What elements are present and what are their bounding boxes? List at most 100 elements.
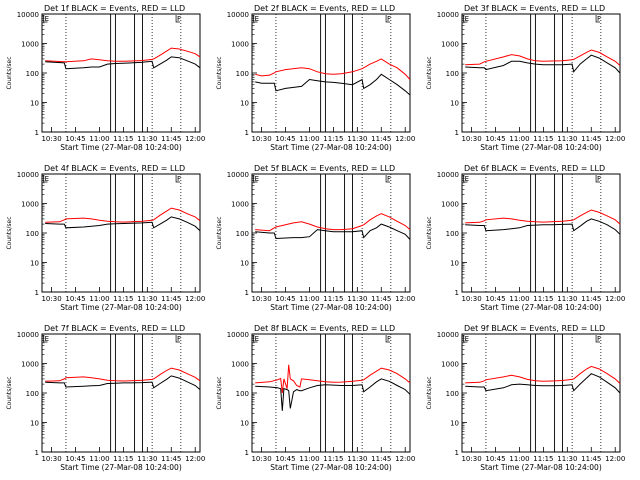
flag-bracket — [595, 335, 601, 343]
x-tick-label: 11:30 — [347, 135, 367, 143]
y-tick-label: 10000 — [437, 11, 459, 19]
events-line — [465, 373, 621, 394]
panel-det-4: Det 4f BLACK = Events, RED = LLD 1 10 100 10… — [6, 164, 205, 312]
x-tick-label: 11:00 — [89, 135, 109, 143]
flag-label: F — [177, 175, 181, 183]
x-tick-label: 11:45 — [371, 295, 391, 303]
y-tick-label: 1 — [455, 289, 459, 297]
x-tick-label: 11:45 — [371, 455, 391, 463]
panel-det-5: Det 5f BLACK = Events, RED = LLD 1 10 100 10… — [216, 164, 415, 312]
x-tick-label: 11:15 — [323, 295, 343, 303]
flag-label: F — [387, 335, 391, 343]
y-tick-label: 100 — [236, 230, 249, 238]
x-axis-label: Start Time (27-Mar-08 10:24:00) — [480, 303, 602, 312]
y-tick-label: 10000 — [17, 11, 39, 19]
y-tick-label: 1 — [35, 449, 39, 457]
x-axis-label: Start Time (27-Mar-08 10:24:00) — [60, 303, 182, 312]
panel-det-1: Det 1f BLACK = Events, RED = LLD 1 10 100 10… — [6, 4, 205, 152]
x-tick-label: 11:00 — [299, 455, 319, 463]
y-tick-label: 10000 — [17, 331, 39, 339]
events-line — [45, 375, 201, 390]
x-tick-label: 10:30 — [251, 455, 271, 463]
events-line — [255, 73, 411, 96]
events-line — [465, 218, 621, 235]
flag-bracket — [385, 15, 391, 23]
y-tick-label: 10000 — [227, 11, 249, 19]
events-line — [45, 56, 201, 70]
x-tick-label: 11:30 — [137, 295, 157, 303]
y-tick-label: 1 — [35, 289, 39, 297]
x-tick-label: 11:15 — [533, 135, 553, 143]
y-tick-label: 1 — [455, 129, 459, 137]
flag-bracket — [253, 335, 258, 343]
plot-frame — [251, 13, 411, 133]
y-axis-label: Counts/sec — [216, 376, 223, 409]
y-tick-label: 10 — [450, 260, 459, 268]
y-tick-label: 1000 — [231, 361, 249, 369]
x-tick-label: 10:45 — [275, 455, 295, 463]
x-axis-label: Start Time (27-Mar-08 10:24:00) — [270, 303, 392, 312]
y-tick-label: 100 — [26, 390, 39, 398]
y-axis-label: Counts/sec — [216, 216, 223, 249]
events-line — [255, 223, 411, 240]
panel-title: Det 9f BLACK = Events, RED = LLD — [464, 324, 605, 333]
x-tick-label: 11:30 — [347, 455, 367, 463]
x-tick-label: 11:00 — [299, 135, 319, 143]
interval-box — [344, 333, 353, 453]
panel-title: Det 4f BLACK = Events, RED = LLD — [44, 164, 185, 173]
x-axis-label: Start Time (27-Mar-08 10:24:00) — [480, 463, 602, 472]
x-tick-label: 10:45 — [65, 455, 85, 463]
y-tick-label: 10 — [30, 420, 39, 428]
x-tick-label: 10:45 — [485, 295, 505, 303]
x-tick-label: 11:30 — [137, 455, 157, 463]
panel-det-7: Det 7f BLACK = Events, RED = LLD 1 10 100 10… — [6, 324, 205, 472]
y-tick-label: 100 — [236, 390, 249, 398]
interval-box — [110, 333, 116, 453]
lld-line — [45, 47, 201, 63]
y-tick-label: 10 — [240, 100, 249, 108]
flag-label: E — [465, 175, 469, 183]
flag-bracket — [463, 175, 468, 183]
y-tick-label: 1 — [35, 129, 39, 137]
panel-title: Det 6f BLACK = Events, RED = LLD — [464, 164, 605, 173]
flag-bracket — [385, 335, 391, 343]
flag-label: F — [387, 15, 391, 23]
x-tick-label: 11:45 — [161, 135, 181, 143]
interval-box — [554, 333, 563, 453]
events-line — [255, 378, 411, 411]
x-tick-label: 11:00 — [509, 455, 529, 463]
plot-frame — [41, 333, 201, 453]
x-tick-label: 10:30 — [41, 295, 61, 303]
y-tick-label: 1000 — [441, 361, 459, 369]
x-tick-label: 11:45 — [581, 455, 601, 463]
y-tick-label: 10 — [30, 100, 39, 108]
panel-det-2: Det 2f BLACK = Events, RED = LLD 1 10 100 10… — [216, 4, 415, 152]
lld-line — [45, 367, 201, 382]
x-tick-label: 11:15 — [533, 455, 553, 463]
x-tick-label: 11:00 — [509, 135, 529, 143]
y-axis-label: Counts/sec — [426, 216, 433, 249]
y-axis-label: Counts/sec — [216, 56, 223, 89]
flag-bracket — [175, 335, 181, 343]
x-tick-label: 11:30 — [557, 135, 577, 143]
x-tick-label: 11:15 — [533, 295, 553, 303]
interval-box — [320, 333, 326, 453]
x-tick-label: 11:15 — [113, 135, 133, 143]
events-line — [45, 216, 201, 232]
flag-bracket — [463, 15, 468, 23]
x-axis-label: Start Time (27-Mar-08 10:24:00) — [480, 143, 602, 152]
y-axis-label: Counts/sec — [6, 376, 13, 409]
y-tick-label: 1000 — [441, 201, 459, 209]
flag-bracket — [385, 175, 391, 183]
x-tick-label: 10:45 — [65, 295, 85, 303]
x-tick-label: 10:30 — [461, 455, 481, 463]
flag-bracket — [253, 175, 258, 183]
x-tick-label: 11:45 — [161, 295, 181, 303]
flag-label: E — [465, 335, 469, 343]
plot-frame — [251, 173, 411, 293]
flag-label: F — [597, 175, 601, 183]
flag-label: E — [45, 175, 49, 183]
x-tick-label: 10:30 — [461, 295, 481, 303]
y-tick-label: 10000 — [17, 171, 39, 179]
x-tick-label: 11:45 — [371, 135, 391, 143]
